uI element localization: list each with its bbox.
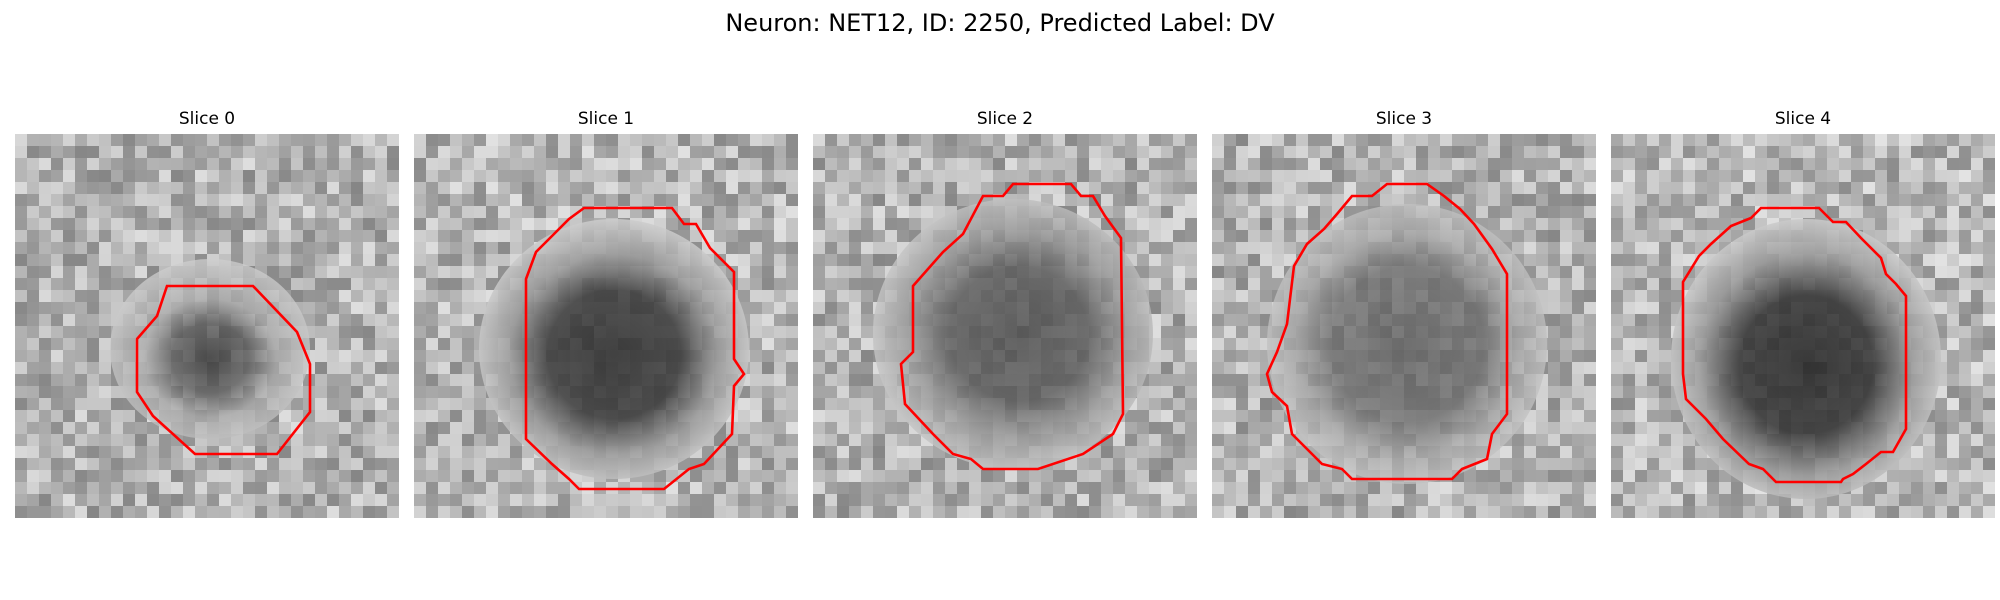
- slice-title-2: Slice 2: [813, 108, 1197, 130]
- slice-image-3: [1212, 134, 1596, 518]
- figure-title: Neuron: NET12, ID: 2250, Predicted Label…: [0, 8, 2000, 38]
- slice-svg-0: [15, 134, 399, 518]
- slice-title-3: Slice 3: [1212, 108, 1596, 130]
- cell-body: [1267, 204, 1547, 484]
- slice-title-0: Slice 0: [15, 108, 399, 130]
- slice-image-4: [1611, 134, 1995, 518]
- slice-svg-3: [1212, 134, 1596, 518]
- slice-svg-1: [414, 134, 798, 518]
- slice-image-1: [414, 134, 798, 518]
- slice-title-1: Slice 1: [414, 108, 798, 130]
- slice-image-0: [15, 134, 399, 518]
- cell-body: [1671, 219, 1941, 499]
- slice-image-2: [813, 134, 1197, 518]
- cell-body: [873, 199, 1153, 469]
- slice-svg-2: [813, 134, 1197, 518]
- cell-body: [479, 219, 749, 479]
- slice-title-4: Slice 4: [1611, 108, 1995, 130]
- slice-svg-4: [1611, 134, 1995, 518]
